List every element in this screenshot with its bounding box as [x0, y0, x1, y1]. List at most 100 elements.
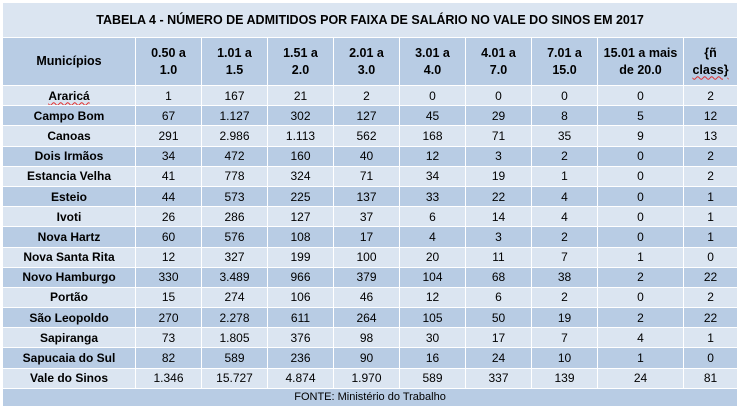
value-cell: 337 — [465, 367, 532, 389]
value-cell: 1 — [531, 165, 598, 187]
value-cell: 127 — [267, 206, 334, 228]
value-cell: 562 — [333, 125, 400, 147]
value-cell: 0 — [399, 84, 466, 107]
column-header-line1: 1.01 a — [217, 45, 252, 60]
value-cell: 104 — [399, 266, 466, 288]
value-cell: 2 — [682, 84, 739, 107]
value-cell: 71 — [333, 165, 400, 187]
value-cell: 0 — [682, 347, 739, 369]
value-cell: 1 — [682, 226, 739, 248]
value-cell: 264 — [333, 307, 400, 329]
value-cell: 90 — [333, 347, 400, 369]
municipio-cell: Nova Santa Rita — [2, 246, 136, 268]
column-header-4-01-7-0: 4.01 a 7.0 — [465, 37, 532, 86]
value-cell: 270 — [135, 307, 202, 329]
value-cell: 379 — [333, 266, 400, 288]
value-cell: 1 — [682, 206, 739, 228]
value-cell: 2 — [682, 145, 739, 167]
value-cell: 105 — [399, 307, 466, 329]
column-header-line2: 3.0 — [357, 62, 376, 77]
column-header-line1: 3.01 a — [415, 45, 450, 60]
value-cell: 327 — [201, 246, 268, 268]
value-cell: 14 — [465, 206, 532, 228]
column-header-7-01-15-0: 7.01 a 15.0 — [531, 37, 598, 86]
footer-row: FONTE: Ministério do Trabalho — [1, 387, 739, 407]
value-cell: 1 — [597, 347, 684, 369]
value-cell: 33 — [399, 185, 466, 208]
municipio-cell: Nova Hartz — [2, 226, 136, 248]
value-cell: 139 — [531, 367, 598, 389]
value-cell: 2 — [531, 145, 598, 167]
value-cell: 324 — [267, 165, 334, 187]
value-cell: 20 — [399, 246, 466, 268]
value-cell: 68 — [465, 266, 532, 288]
value-cell: 1 — [682, 327, 739, 349]
municipio-cell: Portão — [2, 286, 136, 309]
value-cell: 71 — [465, 125, 532, 147]
column-header-2-01-3-0: 2.01 a 3.0 — [333, 37, 400, 86]
value-cell: 22 — [682, 266, 739, 288]
value-cell: 1.127 — [201, 105, 268, 127]
column-header-15-01-mais: 15.01 a mais de 20.0 — [597, 37, 684, 86]
value-cell: 0 — [531, 84, 598, 107]
value-cell: 0 — [597, 226, 684, 248]
column-header-3-01-4-0: 3.01 a 4.0 — [399, 37, 466, 86]
value-cell: 589 — [399, 367, 466, 389]
table-row: Nova Hartz 60 576 108 17 4 3 2 0 1 — [2, 226, 739, 248]
value-cell: 0 — [597, 165, 684, 187]
column-header-line1: 4.01 a — [481, 45, 516, 60]
municipio-cell: Campo Bom — [2, 105, 136, 127]
municipio-cell: São Leopoldo — [2, 307, 136, 329]
value-cell: 8 — [531, 105, 598, 127]
municipio-cell: Vale do Sinos — [2, 367, 136, 389]
value-cell: 50 — [465, 307, 532, 329]
value-cell: 100 — [333, 246, 400, 268]
column-header-0-50-1-0: 0.50 a 1.0 — [135, 37, 202, 86]
value-cell: 0 — [597, 84, 684, 107]
table-row: Canoas 291 2.986 1.113 562 168 71 35 9 13 — [2, 125, 739, 147]
value-cell: 573 — [201, 185, 268, 208]
municipio-cell: Sapucaia do Sul — [2, 347, 136, 369]
value-cell: 24 — [597, 367, 684, 389]
column-header-municipios: Municípios — [2, 37, 136, 86]
value-cell: 4 — [531, 206, 598, 228]
value-cell: 167 — [201, 84, 268, 107]
table-row: Sapiranga 73 1.805 376 98 30 17 7 4 1 — [2, 327, 739, 349]
value-cell: 12 — [399, 145, 466, 167]
value-cell: 4 — [399, 226, 466, 248]
value-cell: 0 — [597, 206, 684, 228]
source-note: FONTE: Ministério do Trabalho — [1, 387, 739, 407]
column-header-line1: 1.51 a — [283, 45, 318, 60]
municipio-cell: Novo Hamburgo — [2, 266, 136, 288]
table-row: Portão 15 274 106 46 12 6 2 0 2 — [2, 286, 739, 309]
value-cell: 236 — [267, 347, 334, 369]
value-cell: 6 — [399, 206, 466, 228]
value-cell: 1.346 — [135, 367, 202, 389]
column-header-line1: 0.50 a — [151, 45, 186, 60]
table-row: Dois Irmãos 34 472 160 40 12 3 2 0 2 — [2, 145, 739, 167]
value-cell: 34 — [135, 145, 202, 167]
value-cell: 472 — [201, 145, 268, 167]
value-cell: 1 — [682, 185, 739, 208]
value-cell: 4 — [597, 327, 684, 349]
value-cell: 29 — [465, 105, 532, 127]
value-cell: 778 — [201, 165, 268, 187]
value-cell: 137 — [333, 185, 400, 208]
table-row: Araricá 1 167 21 2 0 0 0 0 2 — [2, 84, 739, 107]
table-row: Nova Santa Rita 12 327 199 100 20 11 7 1 0 — [2, 246, 739, 268]
value-cell: 5 — [597, 105, 684, 127]
value-cell: 15.727 — [201, 367, 268, 389]
value-cell: 3 — [465, 145, 532, 167]
municipio-cell: Canoas — [2, 125, 136, 147]
value-cell: 38 — [531, 266, 598, 288]
value-cell: 302 — [267, 105, 334, 127]
column-header-line2: 1.5 — [225, 62, 244, 77]
value-cell: 291 — [135, 125, 202, 147]
value-cell: 160 — [267, 145, 334, 167]
table-row: São Leopoldo 270 2.278 611 264 105 50 19 2 22 — [2, 307, 739, 329]
value-cell: 286 — [201, 206, 268, 228]
table-row: Campo Bom 67 1.127 302 127 45 29 8 5 12 — [2, 105, 739, 127]
value-cell: 40 — [333, 145, 400, 167]
value-cell: 12 — [682, 105, 739, 127]
